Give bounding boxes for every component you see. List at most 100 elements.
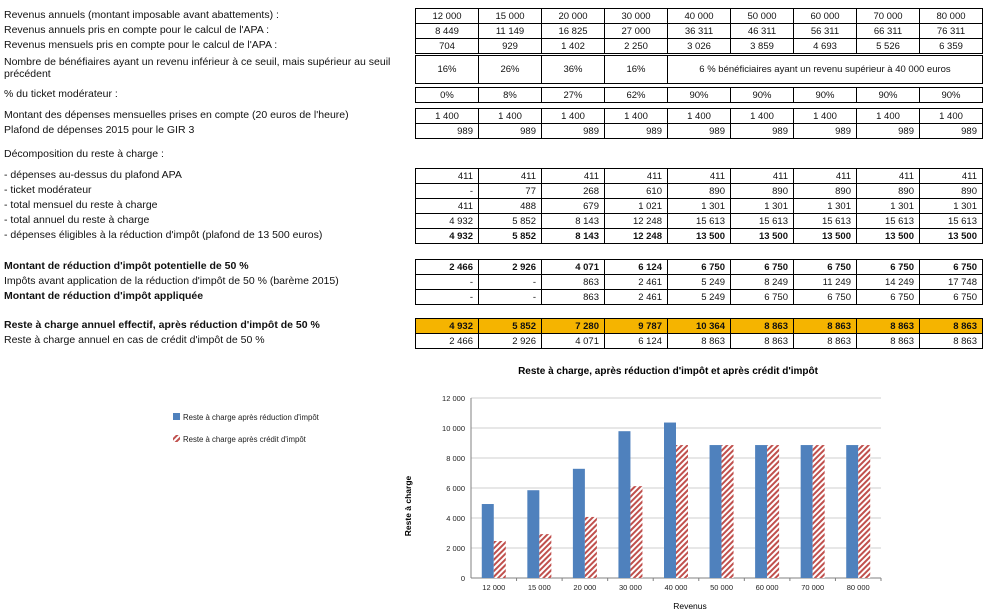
bar-credit	[767, 445, 780, 578]
table-cell: 989	[730, 123, 794, 139]
legend-swatch	[173, 435, 180, 442]
row-label: Montant des dépenses mensuelles prises e…	[4, 109, 349, 121]
table-cell: 411	[415, 168, 479, 184]
row-label: - total mensuel du reste à charge	[4, 199, 158, 211]
table-cell: 90%	[919, 87, 983, 103]
table-cell: 30 000	[604, 8, 668, 24]
table-cell: 8 863	[667, 333, 731, 349]
table-cell: 411	[919, 168, 983, 184]
table-cell: 1 301	[730, 198, 794, 214]
x-tick-label: 50 000	[710, 583, 733, 592]
y-tick-label: 2 000	[446, 544, 465, 553]
chart-plot-area: 0 2 000 4 000 6 000 8 000 10 000 12 000 12 000 1…	[442, 394, 882, 592]
table-cell: 2 466	[415, 333, 479, 349]
table-cell: 4 071	[541, 259, 605, 275]
table-cell: 8 249	[730, 274, 794, 290]
table-cell: 8 863	[919, 318, 983, 334]
row-label: Nombre de bénéfiaires ayant un revenu in…	[4, 56, 391, 80]
table-cell: 5 249	[667, 289, 731, 305]
bar-credit	[493, 541, 506, 578]
bar-reduction	[755, 445, 768, 578]
table-cell: 8 449	[415, 23, 479, 39]
bar-credit	[721, 445, 734, 578]
table-cell: 11 249	[793, 274, 857, 290]
bar-reduction	[527, 490, 540, 578]
table-cell: 890	[730, 183, 794, 199]
table-cell: 890	[667, 183, 731, 199]
table-cell: 863	[541, 274, 605, 290]
table-cell: 863	[541, 289, 605, 305]
bar-reduction	[664, 422, 676, 578]
table-cell: 26%	[478, 55, 542, 84]
table-cell: 7 280	[541, 318, 605, 334]
table-cell: 411	[856, 168, 920, 184]
table-cell: -	[478, 274, 542, 290]
table-cell: 268	[541, 183, 605, 199]
row-label: - dépenses au-dessus du plafond APA	[4, 169, 182, 181]
table-cell: 80 000	[919, 8, 983, 24]
merged-note-cell: 6 % bénéficiaires ayant un revenu supéri…	[667, 55, 983, 84]
bar-reduction	[846, 445, 859, 578]
legend-label: Reste à charge après réduction d'impôt	[183, 413, 320, 422]
table-cell: 8 143	[541, 228, 605, 244]
y-tick-label: 4 000	[446, 514, 465, 523]
table-cell: 90%	[856, 87, 920, 103]
table-cell: 679	[541, 198, 605, 214]
table-cell: 989	[856, 123, 920, 139]
table-cell: 989	[667, 123, 731, 139]
y-tick-label: 0	[461, 574, 465, 583]
table-cell: 6 750	[919, 289, 983, 305]
table-cell: 13 500	[667, 228, 731, 244]
bar-reduction	[572, 468, 585, 578]
table-cell: 6 750	[793, 289, 857, 305]
table-cell: 13 500	[856, 228, 920, 244]
legend-swatch	[173, 413, 180, 420]
bar-reduction	[618, 431, 631, 578]
table-cell: 6 750	[856, 289, 920, 305]
row-label: Montant de réduction d'impôt appliquée	[4, 290, 204, 302]
row-label: Reste à charge annuel effectif, après ré…	[4, 319, 320, 331]
table-cell: 12 248	[604, 213, 668, 229]
table-cell: 4 932	[415, 228, 479, 244]
table-cell: 6 124	[604, 259, 668, 275]
table-cell: 1 021	[604, 198, 668, 214]
table-cell: 1 400	[856, 108, 920, 124]
table-cell: 1 301	[667, 198, 731, 214]
x-tick-label: 80 000	[847, 583, 870, 592]
y-tick-label: 12 000	[442, 394, 465, 403]
row-label: Montant de réduction d'impôt potentielle…	[4, 260, 249, 272]
table-cell: 16%	[415, 55, 479, 84]
table-cell: 5 526	[856, 38, 920, 54]
table-cell: 5 852	[478, 318, 542, 334]
x-tick-label: 40 000	[665, 583, 688, 592]
bar-reduction	[800, 445, 813, 578]
table-cell: 1 400	[478, 108, 542, 124]
table-cell: 488	[478, 198, 542, 214]
y-tick-label: 6 000	[446, 484, 465, 493]
table-cell: 989	[478, 123, 542, 139]
table-cell: 5 852	[478, 213, 542, 229]
chart-title: Reste à charge, après réduction d'impôt …	[518, 366, 818, 377]
table-cell: 36%	[541, 55, 605, 84]
table-cell: 46 311	[730, 23, 794, 39]
table-cell: 13 500	[793, 228, 857, 244]
table-cell: 15 613	[667, 213, 731, 229]
bar-credit	[539, 534, 552, 578]
row-label: Revenus annuels pris en compte pour le c…	[4, 24, 270, 36]
table-cell: 90%	[730, 87, 794, 103]
table-cell: 15 613	[730, 213, 794, 229]
table-cell: 411	[604, 168, 668, 184]
table-cell: 4 932	[415, 213, 479, 229]
y-tick-label: 8 000	[446, 454, 465, 463]
bar-credit	[630, 486, 643, 578]
table-cell: 90%	[667, 87, 731, 103]
table-cell: 20 000	[541, 8, 605, 24]
bar-chart: Reste à charge, après réduction d'impôt …	[173, 366, 882, 611]
table-cell: 8 863	[856, 318, 920, 334]
table-cell: 2 926	[478, 259, 542, 275]
table-cell: 890	[856, 183, 920, 199]
row-label: - total annuel du reste à charge	[4, 214, 150, 226]
table-cell: 411	[730, 168, 794, 184]
row-label: - ticket modérateur	[4, 184, 92, 196]
table-cell: 1 400	[415, 108, 479, 124]
